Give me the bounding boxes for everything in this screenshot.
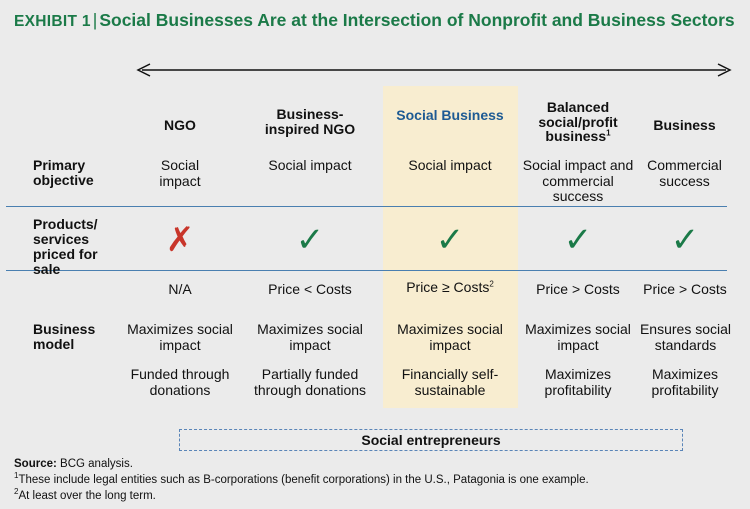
objective-ngo: Social impact <box>159 157 201 189</box>
pricing-balanced-business: Price > Costs <box>536 281 620 297</box>
pricing-business-inspired-ngo: Price < Costs <box>268 281 352 297</box>
footnote-2-num: 2 <box>14 487 19 497</box>
objective-business: Commercial success <box>647 157 722 189</box>
pricing-social-business: Price ≥ Costs2 <box>390 279 510 296</box>
check-icon: ✓ <box>563 221 593 259</box>
spectrum-arrow <box>136 63 732 77</box>
header-social-business: Social Business <box>396 107 504 123</box>
footnote-1-text: These include legal entities such as B-c… <box>18 474 589 486</box>
footnote-2: 2At least over the long term. <box>14 488 156 504</box>
source-label: Source: <box>14 458 57 470</box>
check-icon: ✓ <box>435 221 465 259</box>
social-entrepreneurs-box: Social entrepreneurs <box>179 429 683 451</box>
header-balanced-business: Balanced social/profit business1 <box>523 100 633 144</box>
row-divider-1 <box>6 206 727 207</box>
row-label-products-services: Products/ services priced for sale <box>33 216 98 277</box>
footnote-ref-1: 1 <box>606 128 611 138</box>
title-text: Social Businesses Are at the Intersectio… <box>99 10 735 30</box>
pricing-ngo: N/A <box>168 281 192 297</box>
pricing-social-business-text: Price ≥ Costs <box>406 279 490 295</box>
exhibit-number: Exhibit 1 <box>14 13 91 30</box>
source-note: Source: BCG analysis. <box>14 456 133 472</box>
objective-social-business: Social impact <box>408 157 492 173</box>
funding-business-inspired-ngo: Partially funded through donations <box>253 366 367 398</box>
objective-balanced-business: Social impact and commercial success <box>522 157 634 204</box>
header-ngo: NGO <box>164 117 196 133</box>
check-icon: ✓ <box>670 221 700 259</box>
footnote-2-text: At least over the long term. <box>18 490 156 502</box>
funding-social-business: Financially self-sustainable <box>401 366 499 398</box>
header-balanced-business-text: Balanced social/profit business <box>538 99 618 144</box>
model-social-business: Maximizes social impact <box>397 321 503 353</box>
title-separator: | <box>92 10 98 30</box>
check-icon: ✓ <box>295 221 325 259</box>
cross-icon: ✗ <box>165 221 195 259</box>
social-business-highlight <box>383 86 518 408</box>
row-label-primary-objective: Primary objective <box>33 157 94 188</box>
exhibit-title: Exhibit 1 | Social Businesses Are at the I… <box>14 8 739 34</box>
objective-business-inspired-ngo: Social impact <box>268 157 352 173</box>
source-text: BCG analysis. <box>60 458 133 470</box>
funding-business: Maximizes profitability <box>651 366 719 398</box>
funding-ngo: Funded through donations <box>130 366 230 398</box>
pricing-business: Price > Costs <box>643 281 727 297</box>
header-business-inspired-ngo: Business-inspired NGO <box>264 106 356 137</box>
footnote-1: 1These include legal entities such as B-… <box>14 472 744 488</box>
row-divider-2 <box>6 270 727 271</box>
header-business: Business <box>653 117 716 133</box>
footnote-ref-2: 2 <box>489 279 494 289</box>
model-business: Ensures social standards <box>639 321 732 353</box>
model-business-inspired-ngo: Maximizes social impact <box>257 321 363 353</box>
funding-balanced-business: Maximizes profitability <box>544 366 612 398</box>
model-ngo: Maximizes social impact <box>127 321 233 353</box>
row-label-business-model: Business model <box>33 321 96 352</box>
footnote-1-num: 1 <box>14 471 19 481</box>
model-balanced-business: Maximizes social impact <box>525 321 631 353</box>
